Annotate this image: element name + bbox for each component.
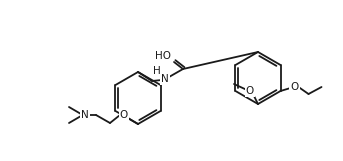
- Text: HO: HO: [155, 51, 171, 61]
- Text: N: N: [81, 110, 89, 120]
- Text: N: N: [161, 74, 169, 84]
- Text: O: O: [246, 86, 254, 96]
- Text: O: O: [291, 82, 299, 92]
- Text: H: H: [153, 66, 161, 76]
- Text: O: O: [120, 110, 128, 120]
